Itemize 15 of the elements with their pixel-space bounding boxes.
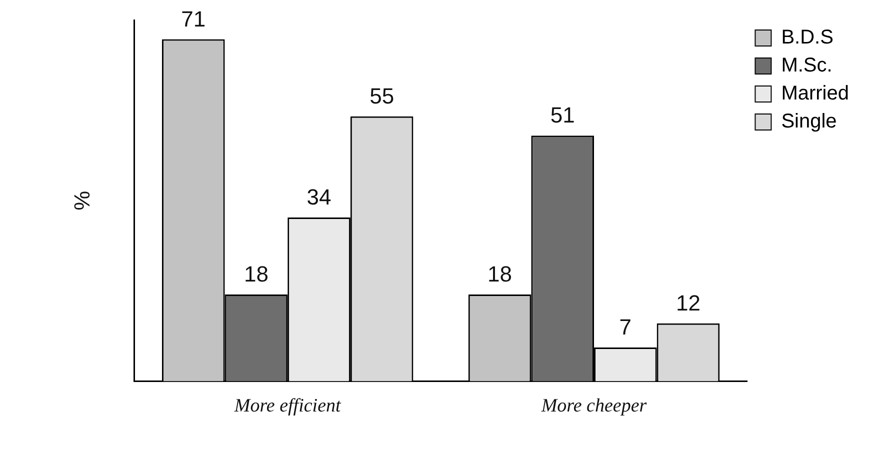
legend-label: Married: [781, 82, 850, 105]
data-label: 18: [488, 262, 512, 287]
x-tick-label: More efficient: [233, 396, 342, 417]
data-label: 71: [181, 6, 206, 32]
data-label: 34: [306, 184, 332, 210]
data-label: 7: [619, 314, 632, 340]
data-label: 55: [370, 83, 394, 108]
legend-label: B.D.S: [781, 26, 834, 49]
legend-label: Single: [781, 110, 837, 133]
legend-label: M.Sc.: [781, 54, 832, 77]
data-label: 18: [244, 262, 268, 287]
x-tick-label: More cheeper: [540, 396, 648, 417]
data-label: 51: [550, 102, 575, 128]
data-label: 12: [676, 290, 700, 316]
y-axis-title: %: [69, 190, 94, 210]
